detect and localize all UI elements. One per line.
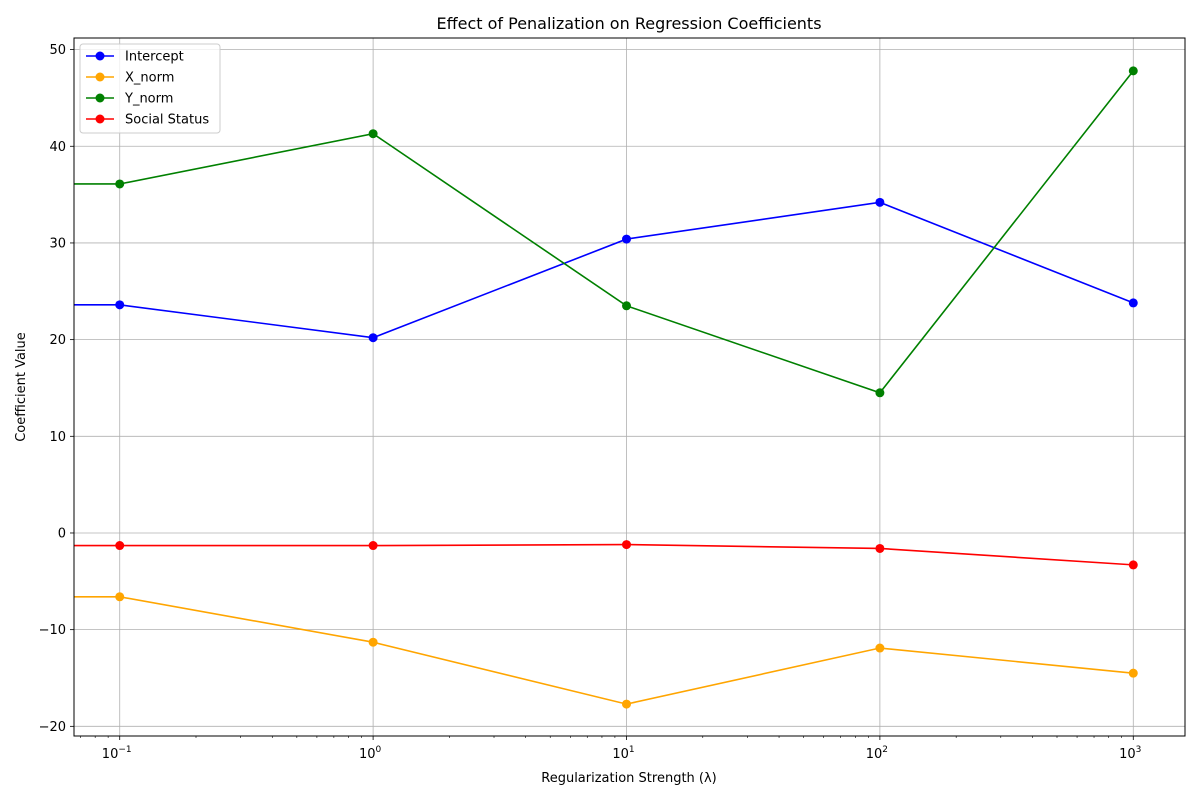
data-point	[368, 541, 378, 551]
data-point	[368, 333, 378, 343]
data-point	[622, 301, 632, 311]
x-tick-label: 103	[1119, 745, 1141, 762]
series-layer	[74, 66, 1138, 709]
data-point	[622, 699, 632, 709]
series-line	[74, 543, 1134, 566]
y-tick-label: −10	[39, 623, 66, 638]
data-point	[622, 234, 632, 244]
data-point	[1128, 668, 1138, 678]
legend-box	[79, 43, 221, 134]
x-axis-label: Regularization Strength (λ)	[541, 771, 717, 786]
y-tick-label: 20	[49, 333, 66, 348]
y-tick-label: 30	[49, 236, 66, 251]
series-social-status	[74, 540, 1138, 570]
series-line	[74, 70, 1134, 394]
y-tick-label: 0	[58, 526, 66, 541]
legend-marker	[95, 51, 105, 61]
series-line	[74, 595, 1134, 705]
data-point	[368, 129, 378, 139]
data-point	[1128, 66, 1138, 76]
data-point	[875, 543, 885, 553]
series-x-norm	[74, 592, 1138, 709]
data-point	[622, 540, 632, 550]
data-point	[1128, 560, 1138, 570]
grid	[74, 38, 1185, 736]
data-point	[115, 300, 125, 310]
chart-title: Effect of Penalization on Regression Coe…	[436, 14, 821, 33]
data-point	[115, 179, 125, 189]
legend-marker	[95, 93, 105, 103]
data-point	[875, 643, 885, 653]
legend-marker	[95, 114, 105, 124]
legend-label: Social Status	[125, 113, 209, 128]
legend: Intercept X_norm Y_norm Social Status	[79, 43, 221, 134]
y-tick-label: 10	[49, 430, 66, 445]
legend-label: Y_norm	[124, 92, 173, 107]
data-point	[875, 197, 885, 207]
series-line	[74, 201, 1134, 339]
legend-label: Intercept	[125, 50, 184, 65]
series-y-norm	[74, 66, 1138, 398]
y-axis-label: Coefficient Value	[14, 332, 29, 442]
series-intercept	[74, 197, 1138, 343]
legend-label: X_norm	[125, 71, 174, 86]
plot-frame	[73, 37, 1186, 737]
axis-ticks: −20 −10 0 10 20 30 40 50 10−1 100 101 102 103	[39, 43, 1142, 762]
legend-items: Intercept X_norm Y_norm Social Status	[86, 50, 209, 128]
x-tick-label: 102	[866, 745, 888, 762]
y-tick-label: 40	[49, 140, 66, 155]
x-tick-label: 101	[612, 745, 634, 762]
data-point	[1128, 298, 1138, 308]
legend-marker	[95, 72, 105, 82]
data-point	[115, 541, 125, 551]
data-point	[875, 388, 885, 398]
data-point	[368, 637, 378, 647]
y-tick-label: −20	[39, 720, 66, 735]
y-tick-label: 50	[49, 43, 66, 58]
x-tick-label: 100	[359, 745, 382, 762]
x-tick-label: 10−1	[102, 745, 132, 762]
data-point	[115, 592, 125, 602]
